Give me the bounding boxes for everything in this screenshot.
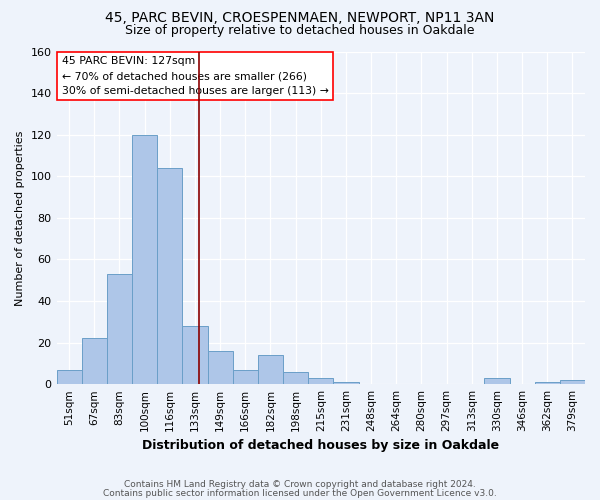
Bar [334, 382, 359, 384]
Bar [82, 338, 107, 384]
Bar [208, 351, 233, 384]
Bar [258, 355, 283, 384]
Text: 45 PARC BEVIN: 127sqm
← 70% of detached houses are smaller (266)
30% of semi-det: 45 PARC BEVIN: 127sqm ← 70% of detached … [62, 56, 329, 96]
Bar [107, 274, 132, 384]
Text: Contains public sector information licensed under the Open Government Licence v3: Contains public sector information licen… [103, 488, 497, 498]
Bar [233, 370, 258, 384]
Bar [308, 378, 334, 384]
Bar [484, 378, 509, 384]
X-axis label: Distribution of detached houses by size in Oakdale: Distribution of detached houses by size … [142, 440, 499, 452]
Bar [157, 168, 182, 384]
Text: 45, PARC BEVIN, CROESPENMAEN, NEWPORT, NP11 3AN: 45, PARC BEVIN, CROESPENMAEN, NEWPORT, N… [106, 11, 494, 25]
Y-axis label: Number of detached properties: Number of detached properties [15, 130, 25, 306]
Bar [283, 372, 308, 384]
Bar [535, 382, 560, 384]
Bar [132, 134, 157, 384]
Bar [182, 326, 208, 384]
Text: Size of property relative to detached houses in Oakdale: Size of property relative to detached ho… [125, 24, 475, 37]
Bar [56, 370, 82, 384]
Bar [560, 380, 585, 384]
Text: Contains HM Land Registry data © Crown copyright and database right 2024.: Contains HM Land Registry data © Crown c… [124, 480, 476, 489]
